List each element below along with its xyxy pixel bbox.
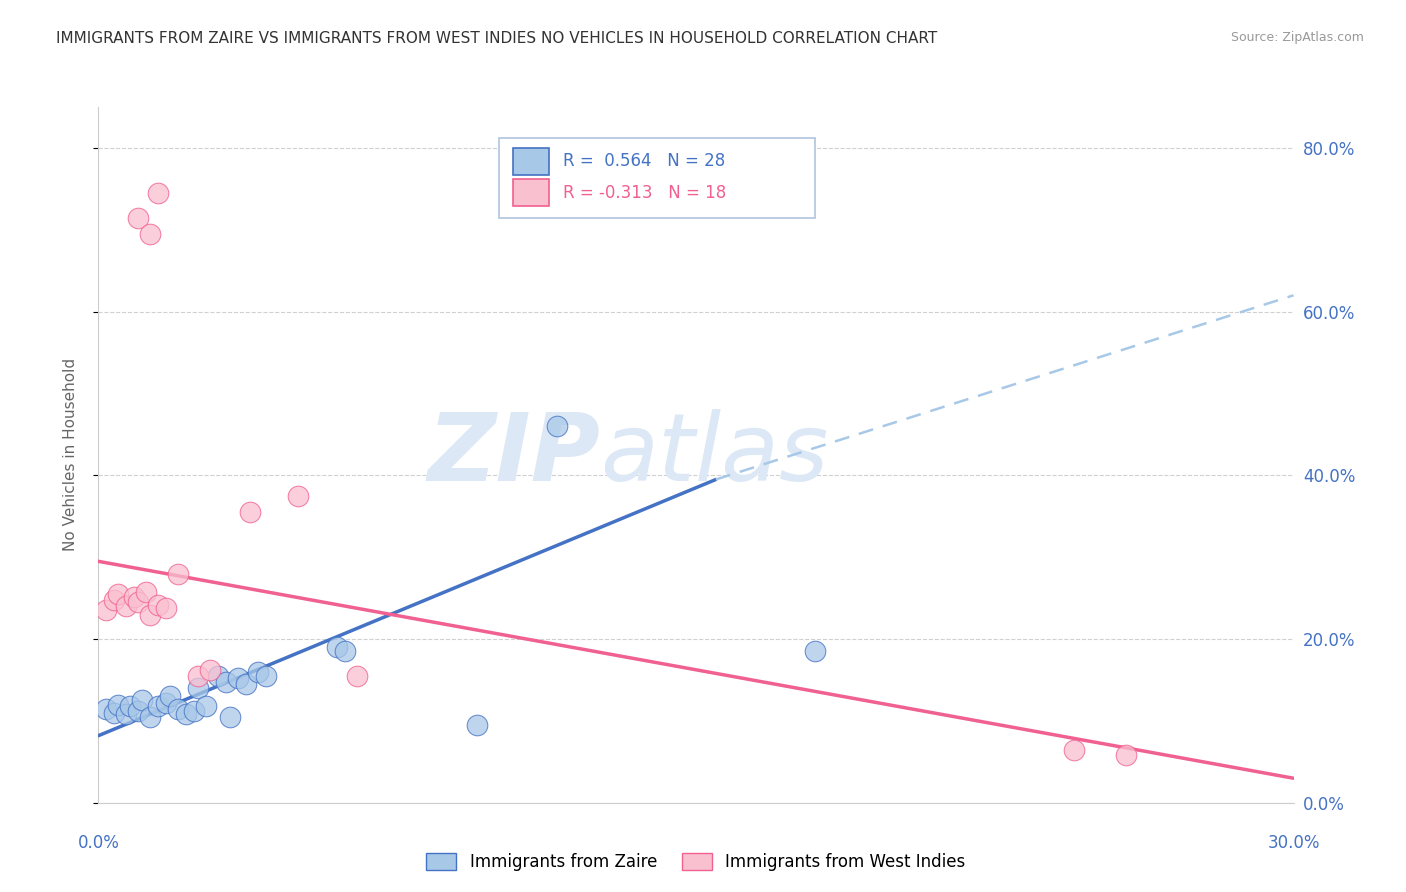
- Point: [195, 699, 218, 714]
- Point: [115, 599, 138, 614]
- Point: [148, 598, 170, 612]
- Point: [167, 701, 190, 715]
- Point: [187, 669, 209, 683]
- Text: atlas: atlas: [600, 409, 828, 500]
- Point: [346, 669, 368, 683]
- Text: 0.0%: 0.0%: [77, 834, 120, 852]
- Text: 30.0%: 30.0%: [1267, 834, 1320, 852]
- FancyBboxPatch shape: [513, 148, 548, 175]
- Point: [124, 590, 146, 604]
- Legend: Immigrants from Zaire, Immigrants from West Indies: Immigrants from Zaire, Immigrants from W…: [419, 847, 973, 878]
- Point: [115, 707, 138, 722]
- Point: [127, 595, 149, 609]
- Point: [107, 587, 129, 601]
- Point: [1063, 742, 1085, 756]
- Point: [1115, 748, 1137, 763]
- Point: [135, 584, 157, 599]
- Text: Source: ZipAtlas.com: Source: ZipAtlas.com: [1230, 31, 1364, 45]
- Point: [155, 696, 177, 710]
- Point: [167, 566, 190, 581]
- Text: R = -0.313   N = 18: R = -0.313 N = 18: [564, 184, 727, 202]
- Point: [546, 419, 568, 434]
- Point: [127, 211, 149, 225]
- Point: [107, 698, 129, 712]
- Point: [254, 669, 277, 683]
- Point: [120, 699, 142, 714]
- Point: [174, 707, 197, 722]
- Text: IMMIGRANTS FROM ZAIRE VS IMMIGRANTS FROM WEST INDIES NO VEHICLES IN HOUSEHOLD CO: IMMIGRANTS FROM ZAIRE VS IMMIGRANTS FROM…: [56, 31, 938, 46]
- Y-axis label: No Vehicles in Household: No Vehicles in Household: [63, 359, 77, 551]
- Point: [235, 677, 257, 691]
- Point: [155, 601, 177, 615]
- Point: [246, 665, 269, 679]
- Point: [127, 704, 149, 718]
- Text: R =  0.564   N = 28: R = 0.564 N = 28: [564, 153, 725, 170]
- Point: [96, 701, 118, 715]
- Point: [207, 669, 229, 683]
- Point: [215, 674, 238, 689]
- Point: [239, 505, 262, 519]
- Point: [139, 607, 162, 622]
- Point: [326, 640, 349, 655]
- Point: [131, 693, 153, 707]
- FancyBboxPatch shape: [499, 138, 815, 219]
- Point: [465, 718, 488, 732]
- Text: ZIP: ZIP: [427, 409, 600, 501]
- Point: [198, 663, 221, 677]
- Point: [103, 706, 125, 720]
- Point: [187, 681, 209, 696]
- Point: [335, 644, 357, 658]
- Point: [139, 710, 162, 724]
- Point: [103, 592, 125, 607]
- Point: [159, 690, 181, 704]
- Point: [139, 227, 162, 241]
- Point: [219, 710, 242, 724]
- Point: [804, 644, 827, 658]
- Point: [148, 699, 170, 714]
- Point: [183, 704, 205, 718]
- Point: [287, 489, 309, 503]
- FancyBboxPatch shape: [513, 179, 548, 206]
- Point: [148, 186, 170, 200]
- Point: [226, 672, 249, 686]
- Point: [96, 603, 118, 617]
